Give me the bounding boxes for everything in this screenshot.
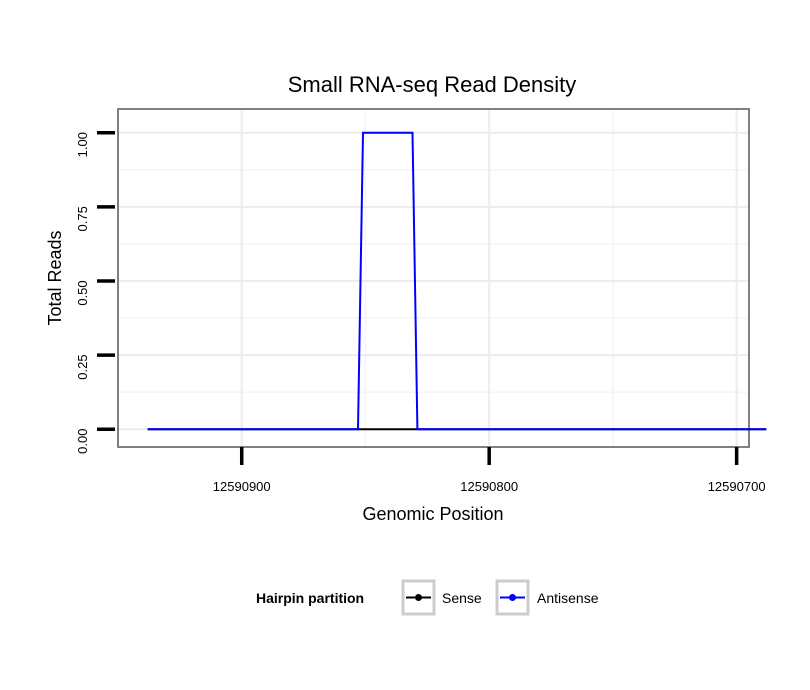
x-axis: 12590900 12590800 12590700 [213,447,766,494]
y-tick-label: 0.25 [75,354,90,379]
series-layer [147,131,767,431]
y-tick-label: 0.50 [75,280,90,305]
x-tick-label: 12590900 [213,479,271,494]
legend-label-antisense: Antisense [537,590,599,606]
legend-title: Hairpin partition [256,590,364,606]
x-tick-label: 12590800 [460,479,518,494]
x-axis-title: Genomic Position [362,504,503,524]
legend: Hairpin partition Sense Antisense [256,579,599,616]
y-axis-title: Total Reads [45,230,65,325]
y-axis: 0.00 0.25 0.50 0.75 1.00 [75,130,115,454]
series-line-antisense [147,131,767,431]
chart-title: Small RNA-seq Read Density [288,72,577,97]
plot-panel [117,108,750,448]
legend-key-point [509,594,516,601]
legend-label-sense: Sense [442,590,482,606]
y-tick-label: 0.75 [75,206,90,231]
y-tick-label: 0.00 [75,429,90,454]
x-tick-label: 12590700 [708,479,766,494]
legend-key-point [415,594,422,601]
y-tick-label: 1.00 [75,132,90,157]
grid [118,109,749,447]
